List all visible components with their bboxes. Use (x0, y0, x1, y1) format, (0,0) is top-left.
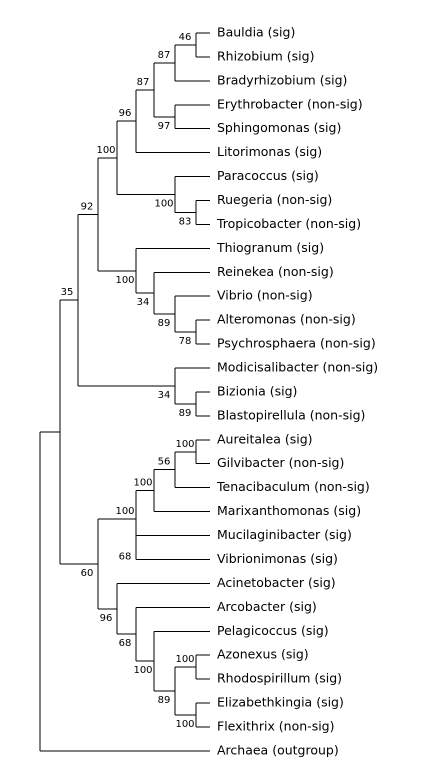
bootstrap-support-label: 100 (115, 275, 134, 286)
bootstrap-support-label: 89 (158, 318, 171, 329)
taxon-label: Sphingomonas (sig) (217, 120, 341, 135)
bootstrap-support-label: 92 (81, 201, 94, 212)
bootstrap-support-label: 56 (158, 457, 171, 468)
taxon-label: Bauldia (sig) (217, 25, 295, 40)
taxon-label: Tenacibaculum (non-sig) (216, 479, 370, 494)
bootstrap-support-label: 100 (133, 665, 152, 676)
bootstrap-support-label: 100 (175, 439, 194, 450)
tree-labels: 4687978796831001007889341009289343510056… (61, 25, 379, 758)
taxon-label: Ruegeria (non-sig) (217, 192, 332, 207)
taxon-label: Azonexus (sig) (217, 647, 309, 662)
taxon-label: Marixanthomonas (sig) (217, 503, 361, 518)
taxon-label: Mucilaginibacter (sig) (217, 527, 352, 542)
bootstrap-support-label: 96 (100, 613, 113, 624)
bootstrap-support-label: 34 (158, 390, 171, 401)
bootstrap-support-label: 96 (119, 108, 132, 119)
bootstrap-support-label: 100 (175, 719, 194, 730)
taxon-label: Archaea (outgroup) (217, 742, 339, 757)
bootstrap-support-label: 100 (115, 506, 134, 517)
taxon-label: Acinetobacter (sig) (217, 575, 336, 590)
bootstrap-support-label: 46 (179, 32, 192, 43)
taxon-label: Bizionia (sig) (217, 383, 297, 398)
taxon-label: Rhodospirillum (sig) (217, 671, 342, 686)
bootstrap-support-label: 89 (179, 408, 192, 419)
taxon-label: Paracoccus (sig) (217, 168, 319, 183)
bootstrap-support-label: 97 (158, 121, 171, 132)
tree-branches (39, 32, 210, 752)
taxon-label: Arcobacter (sig) (217, 599, 317, 614)
bootstrap-support-label: 60 (81, 568, 94, 579)
taxon-label: Litorimonas (sig) (217, 144, 322, 159)
taxon-label: Pelagicoccus (sig) (217, 623, 329, 638)
bootstrap-support-label: 100 (133, 478, 152, 489)
bootstrap-support-label: 87 (158, 50, 171, 61)
taxon-label: Flexithrix (non-sig) (217, 718, 335, 733)
bootstrap-support-label: 87 (137, 77, 150, 88)
taxon-label: Blastopirellula (non-sig) (217, 407, 365, 422)
bootstrap-support-label: 68 (119, 551, 132, 562)
taxon-label: Vibrio (non-sig) (217, 288, 313, 303)
taxon-label: Tropicobacter (non-sig) (216, 216, 361, 231)
bootstrap-support-label: 34 (137, 297, 150, 308)
taxon-label: Aureitalea (sig) (217, 431, 313, 446)
bootstrap-support-label: 100 (96, 145, 115, 156)
bootstrap-support-label: 83 (179, 216, 192, 227)
bootstrap-support-label: 78 (179, 336, 192, 347)
taxon-label: Bradyrhizobium (sig) (217, 72, 347, 87)
taxon-label: Alteromonas (non-sig) (217, 312, 356, 327)
taxon-label: Elizabethkingia (sig) (217, 695, 344, 710)
taxon-label: Psychrosphaera (non-sig) (217, 336, 376, 351)
bootstrap-support-label: 100 (175, 654, 194, 665)
taxon-label: Reinekea (non-sig) (217, 264, 334, 279)
bootstrap-support-label: 68 (119, 638, 132, 649)
bootstrap-support-label: 89 (158, 695, 171, 706)
bootstrap-support-label: 100 (154, 199, 173, 210)
taxon-label: Modicisalibacter (non-sig) (217, 360, 378, 375)
taxon-label: Rhizobium (sig) (217, 48, 314, 63)
taxon-label: Thiogranum (sig) (216, 240, 324, 255)
taxon-label: Vibrionimonas (sig) (217, 551, 338, 566)
taxon-label: Erythrobacter (non-sig) (217, 96, 363, 111)
bootstrap-support-label: 35 (61, 287, 74, 298)
taxon-label: Gilvibacter (non-sig) (217, 455, 344, 470)
